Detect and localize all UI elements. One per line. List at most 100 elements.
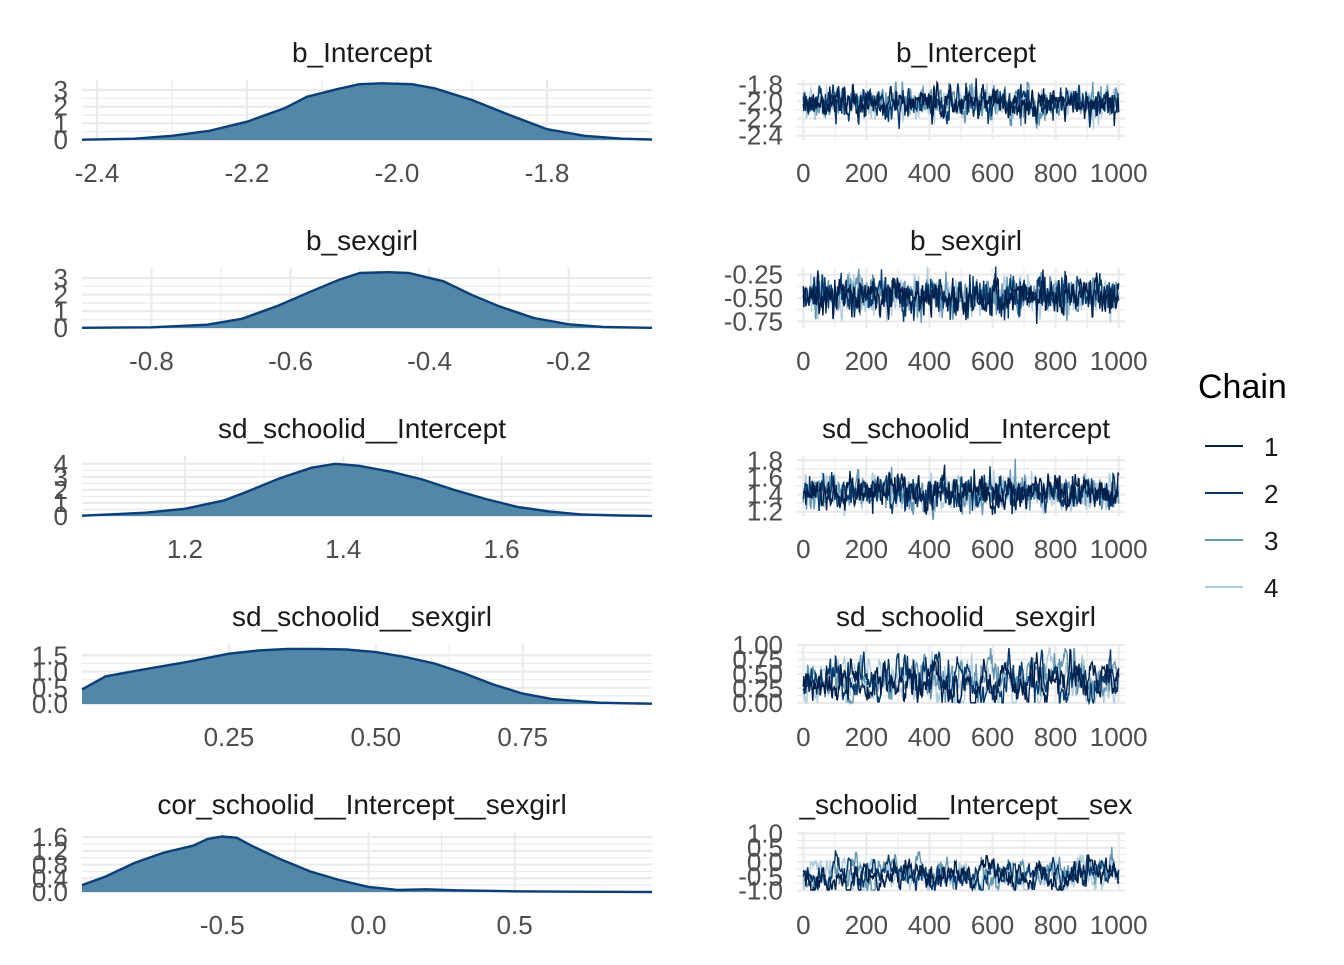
y-tick-label: 1.0 — [747, 818, 783, 848]
y-tick-label: 0.5 — [32, 673, 68, 703]
y-tick-label: 0 — [54, 501, 68, 531]
y-tick-label: -1.0 — [738, 876, 783, 906]
y-tick-label: 1 — [54, 296, 68, 326]
x-tick-label: 200 — [845, 158, 888, 188]
y-tick-label: 1.8 — [747, 445, 783, 475]
y-tick-label: -0.75 — [724, 306, 783, 336]
y-tick-label: 1 — [54, 108, 68, 138]
trace-lines — [802, 266, 1120, 325]
x-tick-label: 800 — [1034, 346, 1077, 376]
y-tick-label: 0.5 — [747, 833, 783, 863]
trace-lines — [802, 458, 1120, 520]
x-tick-label: 1.4 — [325, 534, 361, 564]
panel-title: b_Intercept — [292, 37, 432, 68]
y-tick-label: 0.8 — [32, 850, 68, 880]
panel-title: b_sexgirl — [910, 225, 1022, 256]
x-tick-label: 0.5 — [497, 910, 533, 940]
legend-title: Chain — [1198, 368, 1287, 406]
y-tick-label: 1.4 — [747, 480, 783, 510]
x-tick-label: 0.0 — [350, 910, 386, 940]
trace-panel-5: _schoolid__Intercept__sex 0 200 400 600 800 10… — [738, 789, 1147, 940]
x-tick-label: 1.2 — [167, 534, 203, 564]
y-tick-label: 0.25 — [732, 673, 783, 703]
trace-panel-1: b_Intercept 0 200 400 600 800 1000 -1.8-2.0-2.2… — [738, 37, 1147, 188]
chain-1-trace — [802, 854, 1120, 893]
x-tick-label: -0.8 — [129, 346, 174, 376]
trace-panel-4: sd_schoolid__sexgirl 0 200 400 600 800 1000 0.0… — [732, 601, 1147, 752]
y-tick-label: 1.6 — [32, 822, 68, 852]
y-tick-label: 0.0 — [32, 877, 68, 907]
legend-label-4: 4 — [1264, 573, 1278, 603]
panel-title: sd_schoolid__sexgirl — [836, 601, 1096, 632]
x-tick-label: 800 — [1034, 910, 1077, 940]
density-line — [81, 270, 653, 329]
trace-panel-2: b_sexgirl 0 200 400 600 800 1000 -0.25-0.50-0.7… — [724, 225, 1148, 376]
panel-title: sd_schoolid__sexgirl — [232, 601, 492, 632]
legend: Chain 1 2 3 4 — [1198, 368, 1287, 603]
x-tick-label: 400 — [908, 158, 951, 188]
y-tick-label: 1.5 — [32, 640, 68, 670]
y-tick-label: 2 — [54, 475, 68, 505]
y-tick-label: -0.50 — [724, 283, 783, 313]
x-tick-label: 800 — [1034, 158, 1077, 188]
x-tick-label: 0 — [796, 722, 810, 752]
density-panel-5: cor_schoolid__Intercept__sexgirl-0.5 0.0 0… — [32, 789, 653, 940]
x-tick-label: 0 — [796, 158, 810, 188]
x-tick-label: -0.5 — [200, 910, 245, 940]
y-tick-label: 2 — [54, 280, 68, 310]
trace-lines — [802, 847, 1120, 893]
trace-lines — [802, 647, 1120, 706]
panel-title: sd_schoolid__Intercept — [218, 413, 506, 444]
x-tick-label: -2.0 — [375, 158, 420, 188]
x-tick-label: 800 — [1034, 722, 1077, 752]
y-tick-label: -0.5 — [738, 861, 783, 891]
y-tick-label: 1.00 — [732, 630, 783, 660]
density-area — [82, 83, 652, 140]
chain-2-trace — [802, 647, 1120, 706]
chain-3-trace — [802, 268, 1120, 323]
x-tick-label: -0.6 — [268, 346, 313, 376]
y-tick-label: 0.4 — [32, 863, 68, 893]
legend-label-3: 3 — [1264, 526, 1278, 556]
trace-lines — [802, 78, 1120, 130]
panel-title: _schoolid__Intercept__sex — [798, 789, 1132, 820]
x-tick-label: 0.25 — [204, 722, 255, 752]
y-tick-label: -2.4 — [738, 121, 783, 151]
x-tick-label: 800 — [1034, 534, 1077, 564]
y-tick-label: -0.25 — [724, 260, 783, 290]
y-tick-label: 2 — [54, 92, 68, 122]
legend-label-2: 2 — [1264, 479, 1278, 509]
y-tick-label: 0 — [54, 125, 68, 155]
x-tick-label: 600 — [971, 346, 1014, 376]
density-panel-4: sd_schoolid__sexgirl 0.25 0.50 0.75 0.00.51.… — [32, 601, 653, 752]
density-area — [82, 463, 652, 516]
x-tick-label: 400 — [908, 910, 951, 940]
density-line — [81, 647, 653, 705]
density-line — [81, 835, 653, 894]
y-tick-label: 4 — [54, 449, 68, 479]
panel-title: b_Intercept — [896, 37, 1036, 68]
x-tick-label: 1000 — [1090, 910, 1148, 940]
y-tick-label: 0.0 — [32, 689, 68, 719]
x-tick-label: 600 — [971, 534, 1014, 564]
x-tick-label: 0 — [796, 534, 810, 564]
y-tick-label: 0.00 — [732, 688, 783, 718]
chain-1-trace — [802, 648, 1120, 704]
x-tick-label: 0.50 — [351, 722, 402, 752]
y-tick-label: 1.6 — [747, 462, 783, 492]
panel-title: sd_schoolid__Intercept — [822, 413, 1110, 444]
x-tick-label: 200 — [845, 910, 888, 940]
y-tick-label: 0.75 — [732, 645, 783, 675]
x-tick-label: -0.4 — [407, 346, 452, 376]
x-tick-label: 0.75 — [497, 722, 548, 752]
x-tick-label: 400 — [908, 722, 951, 752]
x-tick-label: 200 — [845, 722, 888, 752]
y-tick-label: 1.0 — [32, 657, 68, 687]
y-tick-label: 1 — [54, 488, 68, 518]
x-tick-label: 600 — [971, 910, 1014, 940]
y-tick-label: 3 — [54, 462, 68, 492]
x-tick-label: 1000 — [1090, 534, 1148, 564]
